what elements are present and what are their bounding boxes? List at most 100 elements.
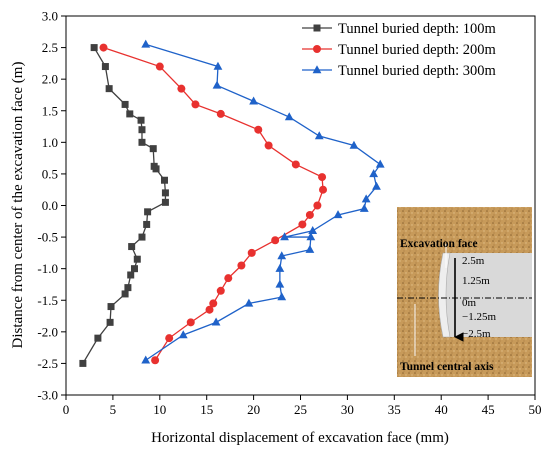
data-point (275, 279, 285, 288)
inset-label-2-5m: 2.5m (462, 255, 485, 267)
data-point (212, 80, 222, 89)
data-point (161, 189, 169, 197)
data-point (105, 85, 113, 93)
data-point (126, 110, 134, 118)
data-point (178, 330, 188, 339)
x-tick-label: 15 (200, 402, 213, 417)
data-point (121, 290, 129, 298)
inset-soil-left (397, 253, 443, 337)
y-tick-label: 3.0 (42, 9, 58, 24)
y-tick-label: -3.0 (37, 388, 58, 403)
data-point (186, 318, 195, 327)
data-point (314, 131, 324, 140)
data-point (306, 232, 316, 241)
data-point (211, 317, 221, 326)
inset-label-neg-2-5m: −2.5m (462, 328, 491, 340)
legend-entry-2: Tunnel buried depth: 200m (338, 42, 496, 58)
y-tick-label: 2.5 (42, 40, 58, 55)
data-point (155, 62, 164, 71)
data-point (160, 176, 168, 184)
data-point (254, 125, 263, 134)
series-3 (141, 39, 385, 364)
data-point (275, 263, 285, 272)
data-point (143, 220, 151, 228)
legend-entry-1: Tunnel buried depth: 100m (338, 21, 496, 37)
x-tick-label: 30 (341, 402, 354, 417)
data-point (280, 232, 289, 241)
data-point (305, 244, 315, 253)
data-point (216, 286, 225, 295)
inset-label-1-25m: 1.25m (462, 275, 490, 287)
inset-label-central-axis: Tunnel central axis (400, 361, 494, 373)
data-point (141, 39, 151, 48)
data-point (133, 255, 141, 263)
inset-label-0m: 0m (462, 297, 477, 309)
y-tick-label: 0.0 (42, 198, 58, 213)
legend-marker (312, 65, 322, 74)
data-point (213, 61, 223, 70)
data-point (298, 220, 307, 229)
data-point (144, 208, 152, 216)
inset-soil-top (397, 207, 532, 253)
x-axis-title: Horizontal displacement of excavation fa… (151, 430, 449, 446)
data-point (137, 116, 145, 124)
data-point (349, 140, 359, 149)
y-tick-label: -1.0 (37, 261, 58, 276)
data-point (209, 299, 218, 308)
data-point (277, 251, 287, 260)
data-point (107, 303, 115, 311)
x-tick-label: 35 (388, 402, 401, 417)
data-point (372, 181, 381, 190)
legend-marker (313, 45, 321, 53)
data-point (369, 169, 379, 178)
data-point (277, 292, 287, 301)
y-tick-label: -2.5 (37, 356, 58, 371)
inset-excavation-face (438, 252, 451, 338)
x-tick-label: 50 (529, 402, 542, 417)
data-point (99, 43, 108, 52)
data-point (216, 109, 225, 118)
data-point (127, 271, 135, 279)
data-point (244, 298, 254, 307)
x-axis-ticks: 0 5 10 15 20 25 30 35 40 45 50 (63, 395, 542, 417)
data-point (130, 265, 138, 273)
data-point (149, 145, 157, 153)
data-point (151, 356, 160, 365)
data-point (375, 159, 385, 168)
x-tick-label: 20 (247, 402, 260, 417)
data-point (305, 210, 314, 219)
data-point (291, 160, 300, 169)
data-point (165, 334, 174, 343)
data-point (121, 100, 129, 108)
data-point (237, 261, 246, 270)
data-point (124, 284, 132, 292)
y-tick-label: 0.5 (42, 166, 58, 181)
data-point (205, 305, 214, 314)
data-point (264, 141, 273, 150)
x-tick-label: 40 (435, 402, 448, 417)
series-1 (79, 44, 169, 367)
data-point (313, 201, 322, 210)
data-point (359, 203, 369, 212)
data-point (319, 185, 328, 194)
series-layer (79, 39, 385, 367)
data-point (161, 198, 169, 206)
data-point (224, 274, 233, 283)
data-point (361, 194, 371, 203)
data-point (138, 126, 146, 134)
tunnel-inset: Excavation face 2.5m 1.25m 0m −1.25m −2.… (397, 207, 532, 377)
y-tick-label: -2.0 (37, 324, 58, 339)
y-tick-label: 2.0 (42, 72, 58, 87)
series-2 (99, 43, 328, 365)
data-point (284, 112, 294, 121)
legend-marker (313, 24, 321, 32)
data-point (308, 225, 318, 234)
data-point (141, 355, 151, 364)
data-point (318, 173, 327, 182)
data-point (333, 210, 343, 219)
data-point (152, 165, 160, 173)
y-axis-title: Distance from center of the excavation f… (10, 62, 26, 349)
y-axis-ticks: 3.0 2.5 2.0 1.5 1.0 0.5 0.0 -0.5 -1.0 -1.5 -2.0 -2.… (37, 9, 66, 403)
data-point (128, 243, 136, 251)
legend: Tunnel buried depth: 100m Tunnel buried d… (302, 21, 496, 79)
